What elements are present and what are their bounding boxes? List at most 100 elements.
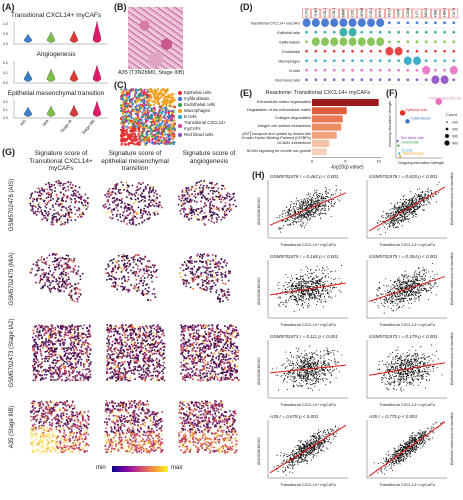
spot [191, 326, 194, 328]
spot [200, 210, 202, 213]
legend-label: Macrophages [184, 108, 211, 113]
spot [120, 118, 123, 121]
spot [118, 376, 120, 379]
violin-shape [406, 78, 410, 82]
spot [52, 344, 54, 346]
spot [154, 135, 157, 139]
spot [188, 368, 190, 371]
spot [132, 344, 135, 347]
spot [81, 344, 83, 346]
spot [145, 270, 148, 272]
spot [232, 325, 235, 327]
spot [127, 208, 130, 211]
spot [180, 276, 182, 278]
spot [217, 262, 219, 264]
spot [185, 280, 188, 282]
spot [66, 218, 69, 221]
spot [72, 346, 74, 349]
spot [33, 367, 35, 370]
spot [111, 344, 113, 346]
spot [224, 198, 226, 200]
spot [226, 366, 229, 368]
spot [106, 357, 108, 360]
spot [74, 375, 77, 377]
spot [134, 137, 137, 140]
spot [121, 352, 123, 354]
spot [81, 202, 83, 205]
spot [62, 344, 65, 346]
spot [150, 274, 153, 276]
spot [59, 257, 61, 259]
spot [211, 215, 213, 217]
spot [214, 263, 217, 266]
spot [160, 96, 163, 99]
spot [234, 349, 237, 352]
spot [177, 203, 180, 206]
spot [77, 360, 80, 363]
spot [56, 283, 59, 286]
spot [60, 286, 63, 288]
spot [59, 273, 61, 276]
spot [198, 359, 201, 362]
spot [216, 263, 218, 265]
spot [147, 351, 150, 354]
spot [202, 185, 205, 187]
spot [114, 342, 117, 344]
spot [203, 365, 206, 368]
spot [134, 210, 137, 213]
spot [74, 362, 77, 365]
spot [204, 197, 207, 199]
spot [138, 111, 141, 114]
spot [220, 268, 222, 270]
spot [226, 337, 228, 340]
spot [129, 115, 132, 118]
spot [189, 209, 192, 212]
spot [79, 374, 82, 376]
spot [226, 262, 228, 264]
spot [120, 192, 123, 194]
spot [208, 328, 210, 330]
spot [235, 205, 237, 208]
spot [64, 331, 67, 333]
spot [181, 197, 184, 199]
spot [30, 195, 33, 198]
spot [141, 134, 144, 137]
spot [87, 356, 90, 358]
spot [204, 266, 206, 269]
spot [111, 217, 113, 220]
spot [54, 257, 56, 259]
spot [114, 260, 117, 263]
spot [217, 298, 219, 300]
spot [159, 133, 162, 136]
point-label: B cells [402, 148, 412, 152]
spot [137, 125, 140, 129]
spot [181, 194, 183, 196]
spot [41, 218, 43, 221]
spot [182, 269, 185, 272]
violin-shape [378, 59, 382, 63]
spot [150, 378, 152, 381]
spot [146, 292, 149, 295]
spot [118, 373, 121, 376]
spot [130, 219, 132, 222]
spot [57, 213, 60, 215]
spot [76, 297, 78, 300]
spot [33, 212, 35, 215]
spot [167, 128, 170, 131]
spot [211, 254, 214, 256]
spot [180, 361, 183, 364]
spot [48, 273, 50, 275]
spot [187, 372, 189, 374]
spot [84, 376, 86, 378]
spot [150, 327, 153, 330]
spot [127, 371, 129, 373]
spot [44, 360, 46, 363]
spot [147, 117, 150, 120]
spot [58, 261, 61, 264]
spot [120, 206, 122, 208]
spot [148, 195, 151, 197]
spot [143, 335, 146, 337]
spot [202, 361, 204, 363]
spot [138, 351, 141, 353]
spot [47, 348, 50, 350]
